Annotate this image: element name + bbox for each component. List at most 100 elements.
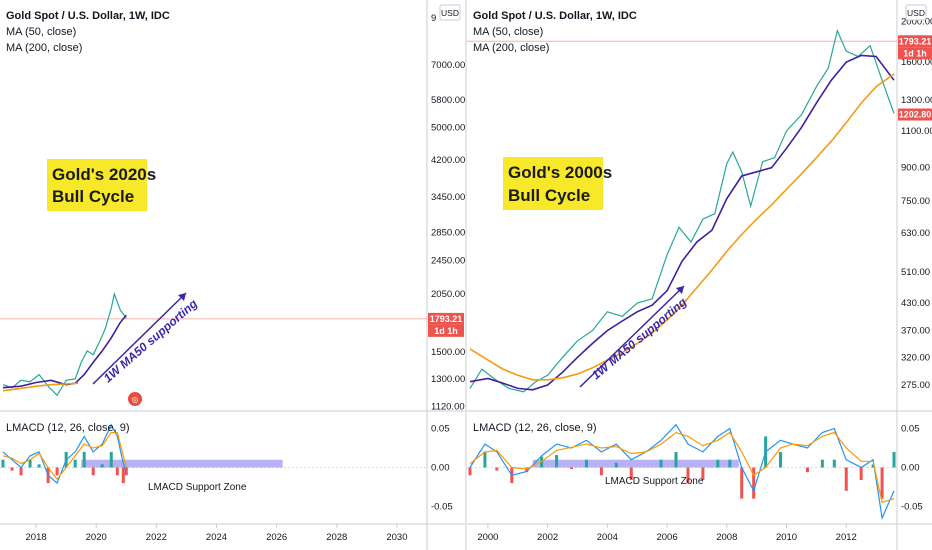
price-tick-label: 320.00 xyxy=(901,352,930,363)
right-callout-line1: Gold's 2000s xyxy=(508,163,612,182)
price-tick-label: 750.00 xyxy=(901,196,930,207)
time-tick-label: 2012 xyxy=(836,532,857,543)
time-tick-label: 2018 xyxy=(26,532,47,543)
left-gridlines xyxy=(0,318,427,528)
left-callout-box xyxy=(47,159,147,211)
time-tick-label: 2000 xyxy=(477,532,498,543)
ma50-line xyxy=(2,314,127,389)
price-series-line xyxy=(469,28,895,393)
macd-histogram-bar xyxy=(495,467,499,471)
right-last-price-tag xyxy=(898,35,932,48)
left-last-price-label: 1793.21 xyxy=(430,314,463,324)
price-tick-label: 1300.00 xyxy=(431,374,465,385)
macd-tick-label: 0.05 xyxy=(431,424,450,435)
time-tick-label: 2022 xyxy=(146,532,167,543)
price-tick-label: 5000.00 xyxy=(431,123,465,134)
macd-support-zone xyxy=(532,459,739,468)
right-gridlines xyxy=(467,40,897,528)
macd-histogram-bar xyxy=(674,451,678,468)
left-callout-line1: Gold's 2020s xyxy=(52,165,156,184)
right-macd-ticks: 0.05 0.00 -0.05 xyxy=(901,424,923,513)
left-trend-arrowhead xyxy=(178,293,186,301)
macd-histogram-bar xyxy=(584,459,588,468)
macd-histogram-bar xyxy=(121,467,125,484)
macd-histogram-bar xyxy=(892,451,896,468)
price-tick-label: 1100.00 xyxy=(901,126,932,137)
time-tick-label: 2004 xyxy=(597,532,618,543)
left-currency-label: USD xyxy=(441,8,459,18)
time-tick-label: 2028 xyxy=(326,532,347,543)
macd-histogram-bar xyxy=(37,464,41,468)
macd-histogram-bar xyxy=(871,464,875,468)
left-timer-tag xyxy=(428,324,464,337)
price-tick-label: 7000.00 xyxy=(431,60,465,71)
left-macd-ticks: 0.05 0.00 -0.05 xyxy=(431,424,453,513)
macd-signal-line xyxy=(2,431,127,481)
time-tick-label: 2024 xyxy=(206,532,227,543)
dividend-flag-glyph: ◎ xyxy=(132,395,139,404)
macd-histogram-bar xyxy=(570,467,574,470)
right-currency-label: USD xyxy=(907,8,925,18)
left-macd-label: LMACD (12, 26, close, 9) xyxy=(6,422,130,434)
time-tick-label: 2008 xyxy=(716,532,737,543)
time-tick-label: 2026 xyxy=(266,532,287,543)
right-callout-box xyxy=(503,157,603,210)
macd-histogram-bar xyxy=(832,459,836,468)
macd-line xyxy=(469,423,895,521)
right-macd-group xyxy=(467,423,897,521)
macd-histogram-bar xyxy=(82,451,86,468)
left-macd-group xyxy=(0,423,427,485)
right-currency-button[interactable] xyxy=(905,4,927,21)
ma200-line xyxy=(469,73,895,381)
left-time-ticks: 2018 2020 2022 2024 2026 2028 2030 xyxy=(26,532,408,543)
right-trend-arrow xyxy=(579,285,685,388)
ma200-line xyxy=(2,382,79,392)
right-ma50-label: MA (50, close) xyxy=(473,26,543,38)
macd-histogram-bar xyxy=(115,467,119,476)
right-timer-tag xyxy=(898,47,932,60)
left-chart-panel: 9 7000.00 5800.00 5000.00 4200.00 3450.00 2850… xyxy=(0,4,465,543)
price-tick-label: 430.00 xyxy=(901,298,930,309)
price-tick-label: 9 xyxy=(431,13,436,24)
macd-histogram-bar xyxy=(28,459,32,468)
right-price-ticks: 2000.00 1600.00 1300.00 1100.00 900.00 750.00… xyxy=(901,16,932,391)
macd-histogram-bar xyxy=(555,455,559,468)
price-tick-label: 2050.00 xyxy=(431,289,465,300)
macd-histogram-bar xyxy=(19,467,23,476)
price-tick-label: 1500.00 xyxy=(431,347,465,358)
macd-histogram-bar xyxy=(1,459,5,468)
left-series-group xyxy=(2,291,127,397)
macd-histogram-bar xyxy=(779,451,783,468)
price-tick-label: 630.00 xyxy=(901,228,930,239)
macd-histogram-bar xyxy=(859,467,863,480)
price-series-line xyxy=(2,291,127,397)
price-tick-label: 275.00 xyxy=(901,380,930,391)
time-tick-label: 2006 xyxy=(656,532,677,543)
macd-histogram-bar xyxy=(468,467,472,476)
price-tick-label: 4200.00 xyxy=(431,155,465,166)
right-trend-arrowhead xyxy=(676,286,684,294)
left-ma200-label: MA (200, close) xyxy=(6,42,82,54)
macd-histogram-bar xyxy=(701,467,705,480)
macd-histogram-bar xyxy=(805,467,809,473)
right-chart-panel: 2000.00 1600.00 1300.00 1100.00 900.00 750.00… xyxy=(467,4,932,543)
left-callout-line2: Bull Cycle xyxy=(52,187,134,206)
right-zone-label: LMACD Support Zone xyxy=(605,476,704,487)
macd-histogram-bar xyxy=(73,459,77,468)
left-currency-button[interactable] xyxy=(439,4,461,21)
left-trend-arrow xyxy=(92,292,187,385)
macd-histogram-bar xyxy=(525,467,529,473)
macd-histogram-bar xyxy=(740,467,744,499)
right-series-group xyxy=(469,28,895,393)
macd-histogram-bar xyxy=(614,462,618,468)
price-tick-label: 370.00 xyxy=(901,326,930,337)
macd-tick-label: 0.00 xyxy=(901,463,920,474)
macd-histogram-bar xyxy=(55,467,59,476)
left-chart-title: Gold Spot / U.S. Dollar, 1W, IDC xyxy=(6,10,170,22)
dividend-flag-icon[interactable] xyxy=(128,392,142,406)
left-price-ticks: 9 7000.00 5800.00 5000.00 4200.00 3450.00 2850… xyxy=(431,13,465,413)
left-ma50-label: MA (50, close) xyxy=(6,26,76,38)
right-macd-label: LMACD (12, 26, close, 9) xyxy=(473,422,597,434)
macd-histogram-bar xyxy=(629,467,633,480)
right-timer-label: 1d 1h xyxy=(903,48,927,58)
